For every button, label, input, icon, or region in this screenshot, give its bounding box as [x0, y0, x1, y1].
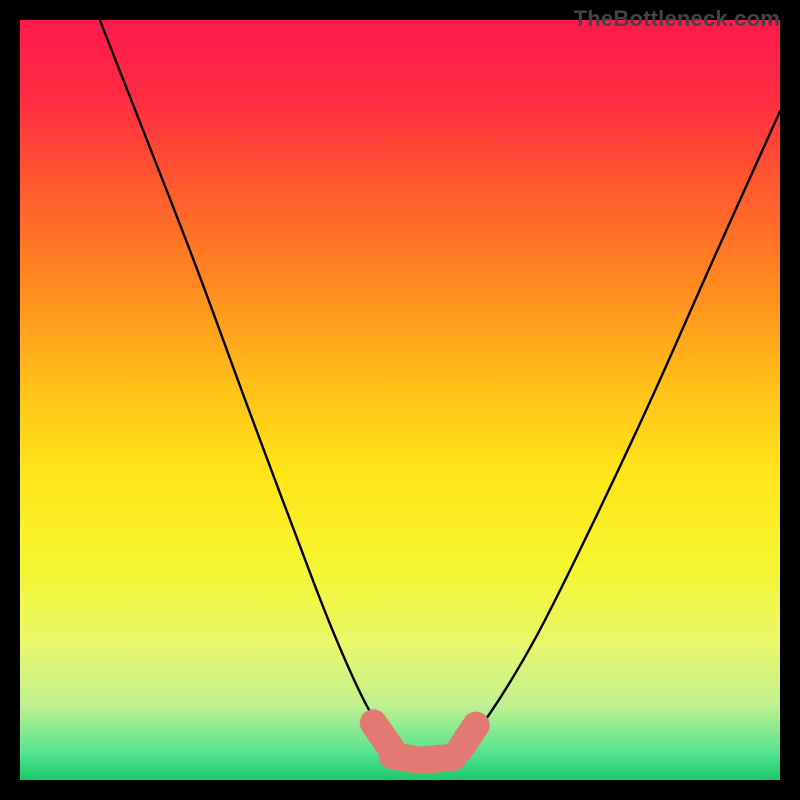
- marker-capsule: [423, 757, 453, 760]
- chart-frame: TheBottleneck.com: [0, 0, 800, 800]
- watermark-text: TheBottleneck.com: [574, 6, 780, 32]
- gradient-background: [20, 20, 780, 780]
- bottleneck-chart: [20, 20, 780, 780]
- marker-capsule: [461, 725, 476, 748]
